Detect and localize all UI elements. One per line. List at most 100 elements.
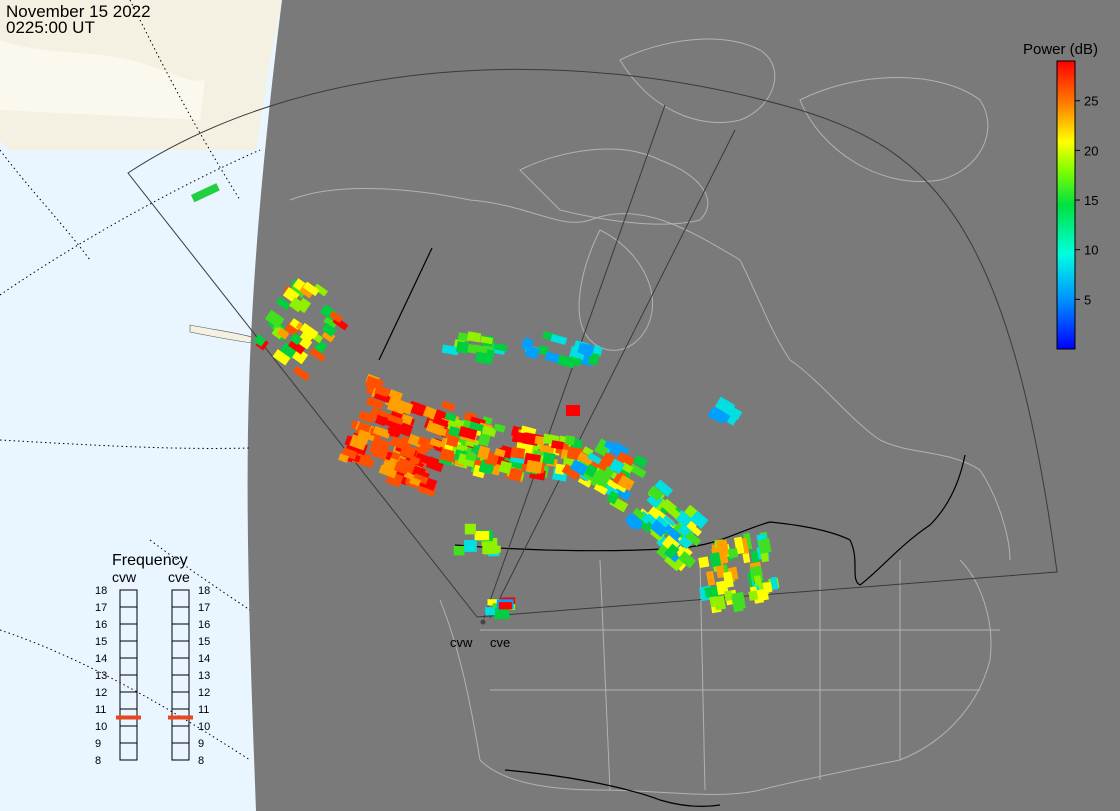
frequency-scale-label: 13 — [95, 670, 107, 682]
date-label: November 15 2022 — [6, 2, 151, 21]
echo-cell — [288, 339, 306, 355]
echo-cell — [284, 320, 301, 337]
echo-cell — [472, 344, 488, 354]
echo-cell — [659, 514, 677, 530]
echo-cell — [590, 470, 607, 486]
echo-cell — [577, 342, 590, 355]
echo-cell — [493, 423, 506, 433]
echo-cell — [594, 444, 608, 457]
echo-cell — [445, 434, 460, 448]
echo-cell — [375, 414, 388, 427]
arctic-island-outline — [619, 38, 776, 123]
echo-cell — [544, 351, 562, 364]
echo-cell — [389, 436, 405, 449]
frequency-scale-label: 11 — [95, 704, 106, 716]
echo-cell — [464, 523, 476, 535]
echo-cell — [511, 431, 526, 444]
colorbar-title: Power (dB) — [1023, 41, 1098, 58]
frequency-scale-label: 16 — [95, 619, 107, 631]
frequency-scale-label: 18 — [198, 585, 210, 597]
colorbar-tick-label: 25 — [1084, 94, 1098, 109]
echo-cell — [414, 452, 433, 465]
colorbar-tick-label: 5 — [1084, 292, 1091, 307]
freq-radar-label-cve: cve — [168, 569, 190, 585]
greenland-outline — [799, 77, 989, 182]
beam-marker — [378, 247, 433, 361]
echo-cell — [753, 575, 763, 586]
echo-cell — [432, 416, 449, 428]
colorbar-tick-label: 15 — [1084, 193, 1098, 208]
echo-cell — [399, 443, 417, 460]
arctic-island-outline — [519, 148, 709, 225]
echo-cell — [372, 425, 391, 439]
echo-cell — [409, 476, 421, 487]
echo-cell — [329, 310, 344, 324]
echo-cell — [770, 576, 779, 590]
echo-cell — [566, 405, 580, 416]
us-outline — [439, 559, 992, 795]
frequency-scale-label: 8 — [95, 755, 101, 767]
echo-cell — [647, 485, 664, 502]
echo-cell — [477, 433, 491, 447]
echo-cell — [612, 485, 632, 501]
site-label-cve: cve — [490, 635, 510, 650]
echo-cell — [678, 535, 693, 550]
echo-cell — [723, 571, 734, 588]
echo-cell — [323, 316, 338, 329]
echo-cell — [542, 452, 556, 465]
echo-cell — [707, 407, 723, 422]
echo-cell — [664, 543, 680, 559]
echo-cell — [289, 332, 303, 346]
echo-cell — [606, 490, 620, 505]
echo-cell — [654, 479, 674, 497]
frequency-scale-label: 10 — [198, 721, 210, 733]
echo-cell — [537, 345, 549, 356]
echo-cell — [625, 512, 644, 531]
hudson-bay-outline — [578, 229, 654, 351]
echo-cell — [713, 595, 726, 611]
echo-cell — [704, 586, 716, 598]
echo-cell — [587, 452, 602, 465]
frequency-scale-label: 15 — [95, 636, 107, 648]
echo-cell — [387, 424, 402, 438]
echo-cell — [499, 602, 512, 610]
echo-cell — [685, 531, 702, 547]
echo-cell — [444, 412, 457, 422]
echo-cell — [593, 483, 608, 496]
echo-cell — [191, 183, 220, 203]
echo-cell — [706, 570, 716, 586]
echo-cell — [474, 531, 490, 541]
grid-line — [129, 0, 241, 201]
echo-cell — [557, 354, 576, 369]
echo-cell — [253, 334, 267, 347]
echo-cell — [608, 458, 625, 475]
echo-cell — [455, 341, 470, 354]
echo-cell — [723, 404, 743, 421]
frequency-scale-label: 17 — [198, 602, 210, 614]
echo-cell — [458, 426, 478, 441]
echo-cell — [482, 545, 499, 555]
echo-cell — [387, 414, 404, 425]
echo-cell — [370, 436, 391, 454]
us-canada-border — [454, 454, 966, 586]
echo-cell — [457, 332, 471, 342]
frequency-scale-label: 15 — [198, 636, 210, 648]
frequency-title: Frequency — [112, 552, 188, 569]
echo-cell — [341, 447, 358, 460]
frequency-scale-label: 14 — [198, 653, 210, 665]
fov-boundary — [127, 68, 1058, 618]
echo-cell — [299, 329, 315, 344]
echo-cell — [709, 552, 722, 568]
echo-cell — [429, 437, 443, 448]
echo-cell — [275, 297, 291, 311]
echo-cell — [576, 451, 594, 467]
echo-cell — [338, 453, 350, 463]
echo-cell — [302, 281, 320, 297]
echo-cell — [299, 336, 313, 350]
echo-cell — [481, 425, 497, 438]
echo-cell — [615, 451, 635, 469]
echo-cell — [276, 327, 290, 340]
echo-cell — [698, 556, 710, 569]
alaska-coast — [0, 40, 205, 120]
